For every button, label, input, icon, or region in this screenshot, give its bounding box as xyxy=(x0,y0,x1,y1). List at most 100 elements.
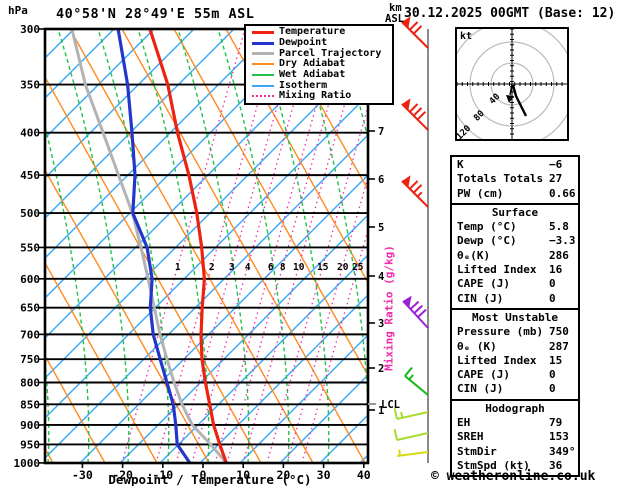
pressure-tick-label: 500 xyxy=(20,207,40,220)
wind-barb xyxy=(393,429,429,441)
legend-label: Dry Adiabat xyxy=(279,58,346,70)
indices-section-title: Hodograph xyxy=(485,401,545,415)
temp-tick-label: 0 xyxy=(200,468,207,482)
index-value: 0 xyxy=(549,368,556,382)
altitude-axis-ref: ASL xyxy=(385,13,404,25)
dry-adiabat-line xyxy=(45,261,158,463)
index-value: 16 xyxy=(549,263,563,277)
index-label: K xyxy=(457,158,464,171)
dry-adiabat-line xyxy=(121,29,366,463)
wind-barb xyxy=(401,16,429,49)
isotherm-line xyxy=(45,29,275,259)
pressure-tick-label: 950 xyxy=(20,438,40,451)
indices-row: PW (cm) 0.66 xyxy=(452,187,578,201)
isotherm-line xyxy=(159,254,368,463)
legend-sample-isotherm xyxy=(252,84,274,87)
pressure-tick-label: 850 xyxy=(20,398,40,411)
isotherm-line xyxy=(79,174,368,463)
index-label: StmDir xyxy=(457,444,497,458)
legend-sample-parcel-trajectory xyxy=(252,52,274,56)
index-value: 79 xyxy=(549,416,563,430)
index-label: Temp (°C) xyxy=(457,220,517,234)
isotherm-line xyxy=(45,29,155,139)
wind-barb xyxy=(396,449,429,457)
isotherm-line xyxy=(45,29,315,299)
mixing-ratio-value: 4 xyxy=(245,262,251,273)
index-value: 0 xyxy=(549,382,556,396)
indices-row: Lifted Index 16 xyxy=(452,263,578,277)
plot-frame xyxy=(43,27,370,465)
temperature-axis: -30 -20 -10 0 10 20 30 40 xyxy=(72,463,371,482)
legend-item: Parcel Trajectory xyxy=(246,48,392,59)
hodograph-frame xyxy=(455,27,569,141)
isotherm-line xyxy=(239,334,368,463)
index-label: CAPE (J) xyxy=(457,277,510,291)
index-label: θₑ (K) xyxy=(457,339,497,353)
mixing-ratio-value: 8 xyxy=(280,262,286,273)
legend-sample-wet-adiabat xyxy=(252,74,274,77)
index-label: Pressure (mb) xyxy=(457,325,544,339)
pressure-tick-label: 650 xyxy=(20,302,40,315)
legend-label: Mixing Ratio xyxy=(279,90,352,102)
indices-row: θₑ (K) 287 xyxy=(452,340,578,354)
temp-tick-label: 10 xyxy=(236,468,250,482)
indices-row: CAPE (J) 0 xyxy=(452,277,578,291)
legend-sample-temperature xyxy=(252,30,274,34)
hodograph-trace xyxy=(511,84,528,117)
km-tick-label: 5 xyxy=(378,222,384,234)
mixing-ratio-line xyxy=(286,174,368,463)
index-value: 286 xyxy=(549,248,569,262)
pressure-tick-label: 550 xyxy=(20,241,40,254)
isotherm-line xyxy=(119,214,368,463)
temp-tick-label: -10 xyxy=(152,468,173,482)
index-value: 15 xyxy=(549,353,563,367)
station-title: 40°58'N 28°49'E 55m ASL xyxy=(56,6,255,22)
isotherm-line xyxy=(45,29,195,179)
index-value: −6 xyxy=(549,158,563,171)
isotherm-line xyxy=(45,134,368,459)
pressure-tick-label: 900 xyxy=(20,419,40,432)
temp-tick-label: 40 xyxy=(357,468,371,482)
sounding-curves xyxy=(70,29,228,463)
pressure-tick-label: 450 xyxy=(20,169,40,182)
indices-row: CIN (J) 0 xyxy=(452,382,578,396)
km-tick-label: 7 xyxy=(378,126,384,138)
legend-item: Temperature xyxy=(246,27,392,38)
pressure-tick-label: 300 xyxy=(20,23,40,36)
wind-barb xyxy=(401,175,429,208)
legend-label: Parcel Trajectory xyxy=(279,47,382,59)
pressure-tick-label: 750 xyxy=(20,353,40,366)
index-value: 0 xyxy=(549,277,556,291)
index-value: 750 xyxy=(549,325,569,339)
index-label: Dewp (°C) xyxy=(457,234,517,248)
run-datetime: 30.12.2025 00GMT (Base: 12) xyxy=(404,6,616,21)
index-label: Lifted Index xyxy=(457,263,537,277)
km-tick-label: 1 xyxy=(378,405,384,417)
km-tick-label: 6 xyxy=(378,174,384,186)
temp-tick-label: 20 xyxy=(276,468,290,482)
legend-item: Isotherm xyxy=(246,80,392,91)
legend-sample-dry-adiabat xyxy=(252,63,274,66)
temperature-axis-label: Dewpoint / Temperature (°C) xyxy=(108,472,312,486)
index-label: CIN (J) xyxy=(457,291,504,305)
index-value: 0.66 xyxy=(549,186,576,200)
indices-row: Temp (°C) 5.8 xyxy=(452,220,578,234)
temp-tick-label: -30 xyxy=(72,468,93,482)
index-value: 349° xyxy=(549,444,576,458)
index-label: CIN (J) xyxy=(457,382,504,396)
wind-barb xyxy=(401,98,429,131)
wet-adiabat-line xyxy=(137,29,210,463)
indices-row: EH 79 xyxy=(452,416,578,430)
indices-row: Dewp (°C) −3.3 xyxy=(452,234,578,248)
mixing-ratio-value: 25 xyxy=(352,262,364,273)
isotherm-line xyxy=(279,374,368,463)
wind-barb xyxy=(402,295,429,329)
mixing-ratio-value: 15 xyxy=(317,262,329,273)
indices-section-title: Most Unstable xyxy=(471,310,559,324)
indices-section: K −6 Totals Totals 27 PW (cm) 0.66 xyxy=(452,157,578,203)
indices-row: CIN (J) 0 xyxy=(452,292,578,306)
index-label: SREH xyxy=(457,430,484,444)
mixing-ratio-line xyxy=(266,104,368,463)
indices-row: K −6 xyxy=(452,158,578,172)
